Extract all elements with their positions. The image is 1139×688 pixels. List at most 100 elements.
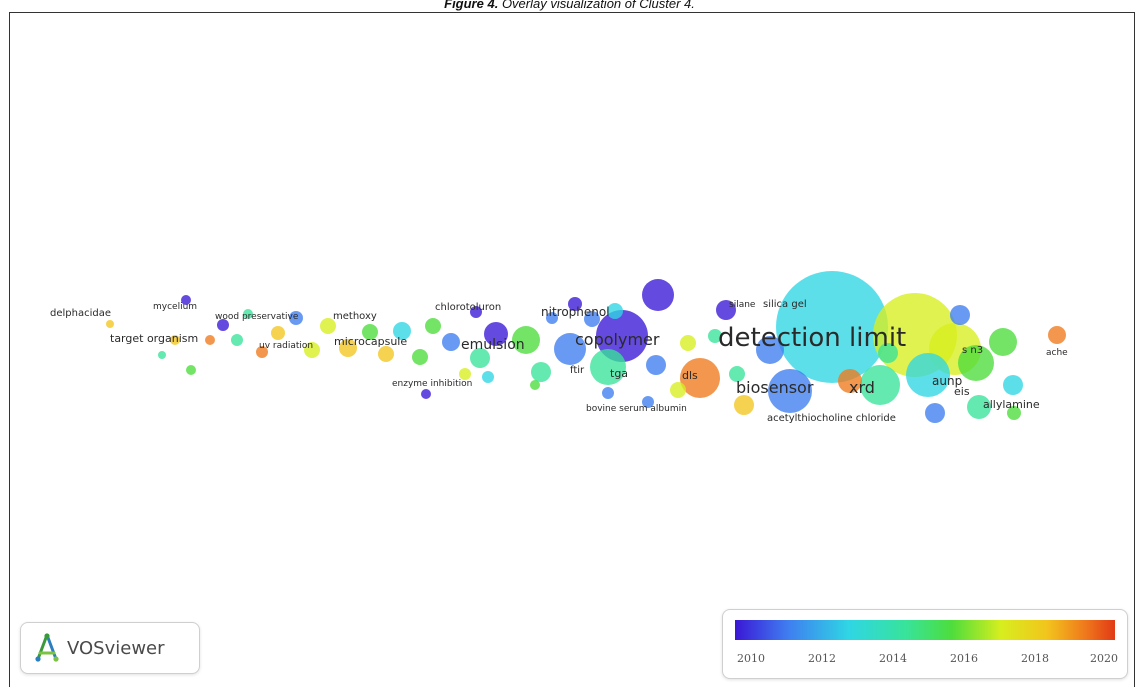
keyword-label[interactable]: uv radiation [259,341,313,351]
keyword-bubble[interactable] [596,310,648,362]
keyword-bubble[interactable] [646,355,666,375]
keyword-bubble[interactable] [289,311,303,325]
keyword-bubble[interactable] [838,369,862,393]
color-legend: 2010 2012 2014 2016 2018 2020 [722,609,1128,679]
keyword-bubble[interactable] [378,346,394,362]
color-scale-bar [735,620,1115,640]
keyword-label[interactable]: emulsion [461,337,525,353]
keyword-bubble[interactable] [590,349,626,385]
keyword-bubble[interactable] [716,300,736,320]
keyword-label[interactable]: enzyme inhibition [392,379,472,389]
keyword-label[interactable]: ache [1046,348,1068,358]
keyword-bubble[interactable] [231,334,243,346]
keyword-label[interactable]: methoxy [333,311,377,322]
keyword-label[interactable]: microcapsule [334,335,407,348]
keyword-bubble[interactable] [607,303,623,319]
keyword-bubble[interactable] [546,312,558,324]
keyword-bubble[interactable] [1007,406,1021,420]
legend-tick: 2020 [1090,652,1118,665]
keyword-bubble[interactable] [512,326,540,354]
visualization-frame: delphacidae mycelium wood preservative meth… [9,12,1135,687]
keyword-label[interactable]: ftir [570,365,585,376]
keyword-bubble[interactable] [106,320,114,328]
keyword-bubble[interactable] [181,295,191,305]
keyword-bubble[interactable] [950,305,970,325]
keyword-bubble[interactable] [186,365,196,375]
keyword-bubble[interactable] [878,343,898,363]
figure-caption-text: Overlay visualization of Cluster 4. [501,0,695,11]
keyword-label[interactable]: bovine serum albumin [586,404,687,414]
keyword-label[interactable]: biosensor [736,378,814,397]
keyword-label[interactable]: s n3 [962,345,983,356]
keyword-bubble[interactable] [170,335,180,345]
keyword-bubble[interactable] [482,371,494,383]
keyword-bubble[interactable] [470,348,490,368]
keyword-bubble[interactable] [339,339,357,357]
keyword-bubble[interactable] [708,329,722,343]
keyword-label[interactable]: wood preservative [215,312,299,322]
keyword-bubble[interactable] [484,322,508,346]
keyword-bubble[interactable] [670,382,686,398]
keyword-bubble[interactable] [925,403,945,423]
keyword-bubble[interactable] [393,322,411,340]
keyword-bubble[interactable] [729,366,745,382]
keyword-bubble[interactable] [158,351,166,359]
keyword-bubble[interactable] [442,333,460,351]
keyword-bubble[interactable] [320,318,336,334]
keyword-bubble[interactable] [642,396,654,408]
keyword-bubble[interactable] [1048,326,1066,344]
keyword-label[interactable]: eis [954,385,970,398]
keyword-label[interactable]: nitrophenol [541,305,610,319]
keyword-bubble[interactable] [860,365,900,405]
keyword-bubble[interactable] [205,335,215,345]
keyword-bubble[interactable] [362,324,378,340]
keyword-label[interactable]: acetylthiocholine chloride [767,413,896,424]
keyword-bubble[interactable] [217,319,229,331]
keyword-bubble[interactable] [776,271,888,383]
keyword-label[interactable]: copolymer [575,330,660,349]
keyword-label[interactable]: target organism [110,332,198,345]
keyword-bubble[interactable] [958,345,994,381]
keyword-bubble[interactable] [421,389,431,399]
keyword-bubble[interactable] [756,336,784,364]
keyword-label[interactable]: detection limit [718,323,906,353]
keyword-label[interactable]: silane [729,300,756,310]
keyword-bubble[interactable] [680,335,696,351]
keyword-label[interactable]: dls [682,369,698,382]
keyword-bubble[interactable] [554,333,586,365]
keyword-bubble[interactable] [1003,375,1023,395]
keyword-label[interactable]: chlorotoluron [435,302,501,313]
keyword-bubble[interactable] [530,380,540,390]
keyword-label[interactable]: allylamine [983,398,1040,411]
keyword-bubble[interactable] [642,279,674,311]
keyword-bubble[interactable] [734,395,754,415]
keyword-bubble[interactable] [256,346,268,358]
keyword-bubble[interactable] [680,358,720,398]
legend-tick: 2014 [879,652,907,665]
legend-tick: 2012 [808,652,836,665]
overlay-network[interactable]: delphacidae mycelium wood preservative meth… [10,13,1134,688]
keyword-bubble[interactable] [470,306,482,318]
keyword-label[interactable]: xrd [849,378,875,397]
legend-tick: 2016 [950,652,978,665]
keyword-bubble[interactable] [243,309,253,319]
keyword-bubble[interactable] [412,349,428,365]
figure-caption: Figure 4. Overlay visualization of Clust… [0,0,1139,12]
keyword-bubble[interactable] [271,326,285,340]
keyword-bubble[interactable] [967,395,991,419]
keyword-bubble[interactable] [304,342,320,358]
keyword-label[interactable]: aunp [932,374,962,388]
keyword-bubble[interactable] [989,328,1017,356]
keyword-bubble[interactable] [584,311,600,327]
keyword-label[interactable]: delphacidae [50,308,111,319]
keyword-bubble[interactable] [425,318,441,334]
keyword-bubble[interactable] [459,368,471,380]
keyword-bubble[interactable] [602,387,614,399]
keyword-label[interactable]: tga [610,367,628,380]
keyword-label[interactable]: mycelium [153,302,197,312]
keyword-bubble[interactable] [568,297,582,311]
keyword-bubble[interactable] [768,369,812,413]
keyword-bubble[interactable] [906,353,950,397]
keyword-label[interactable]: silica gel [763,299,807,310]
keyword-bubble[interactable] [531,362,551,382]
